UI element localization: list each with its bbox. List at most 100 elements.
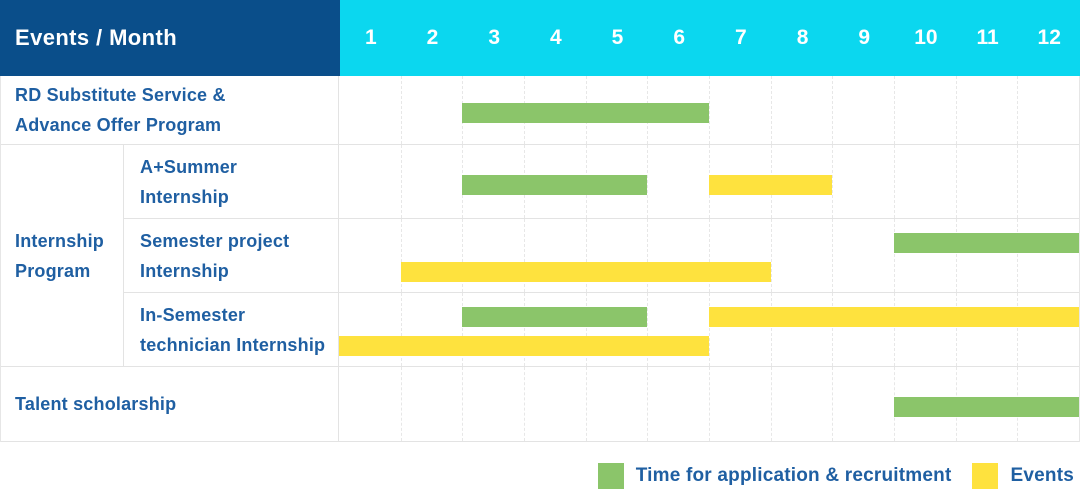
month-gridline (400, 145, 402, 218)
month-gridline (955, 293, 957, 366)
month-gridline (1017, 145, 1019, 218)
row-label: RD Substitute Service & Advance Offer Pro… (1, 76, 339, 144)
row-chart-area (339, 293, 1079, 366)
legend-swatch-yellow (972, 463, 999, 489)
month-gridline (462, 367, 464, 441)
row-chart-area (339, 219, 1079, 292)
month-header-cell: 5 (611, 26, 624, 49)
month-gridline (585, 367, 587, 441)
month-gridline (400, 219, 402, 292)
gantt-row: In-Semester technician Internship (124, 293, 1079, 366)
month-gridline (400, 76, 402, 144)
month-gridline (955, 76, 957, 144)
gantt-bar-yellow (339, 336, 709, 356)
gantt-bar-yellow (400, 262, 771, 282)
month-gridline (832, 76, 834, 144)
month-gridline (894, 293, 895, 366)
month-header-cell: 2 (426, 26, 439, 49)
gantt-body: RD Substitute Service & Advance Offer Pro… (0, 76, 1080, 442)
events-month-header: Events / Month (0, 0, 340, 76)
month-gridline (1017, 219, 1019, 292)
month-gridline (647, 367, 649, 441)
month-gridline (524, 367, 525, 441)
month-header-cell: 10 (914, 26, 938, 49)
month-gridline (400, 367, 402, 441)
month-gridline (709, 293, 710, 366)
row-label-line: Internship (140, 260, 230, 281)
row-label-line: Semester project (140, 230, 290, 251)
month-gridline (585, 219, 587, 292)
month-header-cell: 1 (364, 26, 377, 49)
gantt-row: Semester project Internship (124, 219, 1079, 293)
row-label: A+Summer Internship (124, 145, 339, 218)
month-gridline (709, 76, 710, 144)
row-chart-area (339, 145, 1079, 218)
month-gridline (400, 293, 402, 366)
internship-group-section: Internship Program A+Summer Internship Semes… (1, 145, 1079, 367)
month-gridline (894, 145, 895, 218)
gantt-section: RD Substitute Service & Advance Offer Pro… (1, 76, 1079, 145)
legend-label: Time for application & recruitment (635, 465, 952, 486)
gantt-bar-green (462, 103, 709, 123)
month-gridline (462, 219, 464, 292)
month-gridline (770, 219, 772, 292)
row-label-line: In-Semester (140, 304, 246, 325)
gantt-bar-yellow (709, 174, 833, 195)
month-gridline (647, 219, 649, 292)
gantt-row: Talent scholarship (1, 367, 1079, 442)
legend-swatch-green (597, 463, 624, 489)
legend: Time for application & recruitment Events (0, 463, 1080, 489)
month-gridline (524, 219, 525, 292)
gantt-bar-green (894, 233, 1079, 253)
month-gridline (770, 367, 772, 441)
month-gridline (832, 293, 834, 366)
gantt-section: Talent scholarship (1, 367, 1079, 442)
month-header-cell: 8 (796, 26, 809, 49)
legend-label: Events (1010, 465, 1074, 486)
month-gridline (770, 76, 772, 144)
group-label-line: Internship (15, 230, 105, 251)
month-gridline (1017, 76, 1019, 144)
month-gridline (709, 219, 710, 292)
month-gridline (832, 145, 834, 218)
legend-item: Events (972, 463, 1074, 489)
month-gridline (955, 145, 957, 218)
gantt-row: RD Substitute Service & Advance Offer Pro… (1, 76, 1079, 145)
month-gridline (955, 219, 957, 292)
month-header-strip: 1 2 3 4 5 6 7 8 9 10 11 12 (340, 0, 1080, 76)
month-gridline (1017, 293, 1019, 366)
gantt-bar-green (894, 397, 1079, 417)
month-header-cell: 4 (550, 26, 562, 49)
legend-item: Time for application & recruitment (597, 463, 952, 489)
month-gridline (524, 293, 525, 366)
month-gridline (894, 76, 895, 144)
month-gridline (585, 293, 587, 366)
group-subrows: A+Summer Internship Semester project Intern… (124, 145, 1079, 366)
month-header-cell: 3 (488, 26, 501, 49)
row-label-line: A+Summer (140, 156, 238, 177)
row-chart-area (339, 367, 1079, 441)
row-label-line: RD Substitute Service & (15, 85, 226, 105)
gantt-bar-yellow (709, 307, 1079, 327)
month-gridline (832, 219, 834, 292)
month-gridline (709, 367, 710, 441)
gantt-row: A+Summer Internship (124, 145, 1079, 219)
row-label-line: Internship (140, 186, 230, 207)
row-label: Semester project Internship (124, 219, 339, 292)
month-gridline (647, 145, 649, 218)
row-chart-area (339, 76, 1079, 144)
row-label: Talent scholarship (1, 367, 339, 441)
month-header-cell: 6 (673, 26, 686, 49)
gantt-bar-green (462, 174, 648, 195)
month-gridline (894, 219, 895, 292)
month-header-cell: 9 (858, 26, 871, 49)
month-gridline (770, 293, 772, 366)
month-header-cell: 12 (1037, 26, 1061, 49)
month-header-cell: 11 (976, 26, 999, 49)
table-header-row: Events / Month 1 2 3 4 5 6 7 8 9 10 11 12 (0, 0, 1080, 76)
row-label: In-Semester technician Internship (124, 293, 339, 366)
month-gridline (462, 293, 464, 366)
group-label: Internship Program (1, 145, 124, 366)
month-header-cell: 7 (735, 26, 747, 49)
gantt-bar-green (462, 307, 648, 327)
